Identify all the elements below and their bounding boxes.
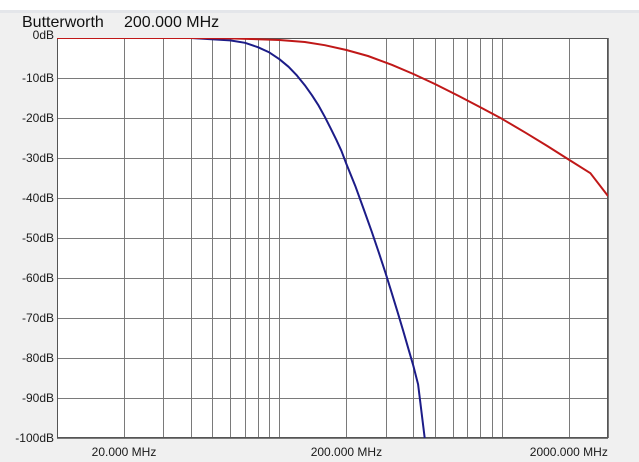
- y-tick-label: -60dB: [22, 271, 54, 285]
- grid-lines: [57, 38, 609, 439]
- y-tick-label: -10dB: [22, 71, 54, 85]
- x-tick-label: 20.000 MHz: [92, 445, 157, 459]
- x-tick-label: 200.000 MHz: [311, 445, 382, 459]
- filter-type-label: Butterworth: [22, 14, 104, 31]
- y-tick-label: -20dB: [22, 111, 54, 125]
- y-axis-labels: 0dB -10dB -20dB -30dB -40dB -50dB -60dB -70dB -8…: [15, 28, 54, 445]
- series-line-0: [57, 38, 426, 438]
- y-tick-label: -50dB: [22, 231, 54, 245]
- center-frequency-readout: 200.000 MHz: [124, 14, 220, 31]
- y-tick-label: -80dB: [22, 351, 54, 365]
- x-axis-labels: 20.000 MHz 200.000 MHz 2000.000 MHz: [92, 445, 608, 459]
- y-tick-label: -40dB: [22, 191, 54, 205]
- series-layer: [57, 38, 608, 438]
- plot-frame: [57, 38, 608, 438]
- y-tick-label: -90dB: [22, 391, 54, 405]
- x-tick-label: 2000.000 MHz: [530, 445, 608, 459]
- y-tick-label: -100dB: [15, 431, 54, 445]
- y-tick-label: -30dB: [22, 151, 54, 165]
- y-tick-label: -70dB: [22, 311, 54, 325]
- window-top-bar: [0, 10, 639, 13]
- y-tick-label: 0dB: [33, 28, 54, 42]
- series-line-1: [57, 38, 608, 197]
